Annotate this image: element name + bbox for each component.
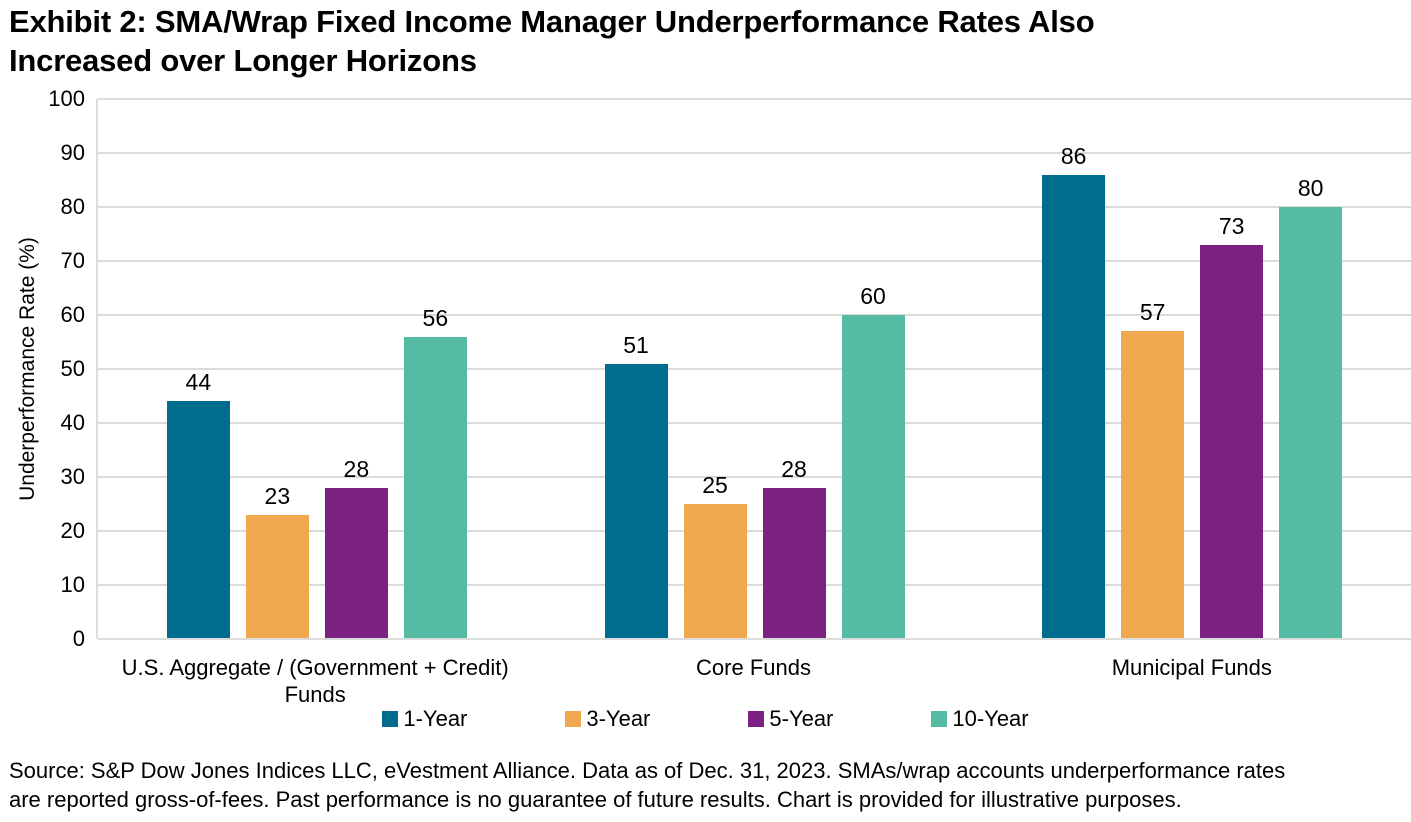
category-label: Municipal Funds (1111, 655, 1272, 680)
y-tick-label: 100 (48, 86, 85, 111)
bar-value-label: 51 (623, 331, 649, 358)
bar-value-label: 57 (1139, 299, 1166, 326)
bar-column: 44 (166, 99, 230, 639)
y-tick-label: 0 (72, 626, 85, 651)
legend-item-5-year: 5-Year (748, 706, 931, 732)
bar-3-year (245, 514, 309, 639)
legend-swatch-icon (748, 711, 765, 727)
bar-10-year (403, 336, 467, 639)
bar-3-year (683, 504, 747, 639)
gridline (98, 152, 1411, 154)
bar-value-label: 73 (1218, 212, 1245, 239)
legend-swatch-icon (931, 711, 948, 727)
y-axis-tick-labels: 0 10 20 30 40 50 60 70 80 90 100 (0, 86, 85, 651)
legend-swatch-icon (382, 711, 399, 727)
legend-label: 10-Year (952, 706, 1029, 731)
bar-column: 51 (604, 99, 668, 639)
gridline (98, 314, 1411, 316)
bar-value-label: 86 (1060, 142, 1087, 169)
bar-column: 73 (1200, 99, 1264, 639)
bar-column: 80 (1279, 99, 1343, 639)
y-tick-label: 10 (60, 572, 85, 597)
bar-column: 60 (841, 99, 905, 639)
bar-column: 56 (403, 99, 467, 639)
y-tick-label: 70 (60, 248, 85, 273)
legend-item-1-year: 1-Year (382, 706, 565, 732)
legend-label: 5-Year (769, 706, 834, 731)
bar-value-label: 23 (264, 482, 291, 509)
bar-column: 28 (324, 99, 388, 639)
legend-item-3-year: 3-Year (565, 706, 748, 732)
gridline (98, 584, 1411, 586)
legend-label: 3-Year (586, 706, 651, 731)
bar-5-year (324, 487, 388, 639)
bar-5-year (762, 487, 826, 639)
bar-value-label: 80 (1297, 175, 1324, 201)
y-tick-label: 50 (60, 356, 85, 381)
chart-title: Exhibit 2: SMA/Wrap Fixed Income Manager… (9, 4, 1095, 78)
bar-value-label: 25 (702, 472, 728, 498)
bar-1-year (166, 401, 230, 639)
bar-value-label: 44 (185, 369, 212, 396)
legend-item-10-year: 10-Year (931, 706, 1029, 732)
source-note: Source: S&P Dow Jones Indices LLC, eVest… (9, 758, 1286, 812)
legend-label: 1-Year (403, 706, 468, 731)
bar-column: 25 (683, 99, 747, 639)
gridline (98, 530, 1411, 532)
x-axis-category-labels: U.S. Aggregate / (Government + Credit) F… (96, 654, 1411, 708)
y-tick-label: 40 (60, 410, 85, 435)
y-tick-label: 20 (60, 518, 85, 543)
bar-value-label: 60 (860, 283, 886, 309)
gridline (98, 422, 1411, 424)
bar-group: 51 25 28 60 (536, 99, 974, 639)
bar-column: 57 (1121, 99, 1185, 639)
bar-3-year (1121, 331, 1185, 639)
category-label: U.S. Aggregate / (Government + Credit) F… (121, 655, 509, 707)
bar-1-year (1042, 174, 1106, 639)
bar-value-label: 28 (343, 455, 370, 482)
y-tick-label: 30 (60, 464, 85, 489)
bar-10-year (841, 315, 905, 639)
bar-column: 28 (762, 99, 826, 639)
y-tick-label: 80 (60, 194, 85, 219)
bar-value-label: 56 (422, 304, 449, 331)
plot-area: 44 23 28 56 51 25 28 60 86 57 73 80 (96, 98, 1411, 640)
y-tick-label: 60 (60, 302, 85, 327)
gridline (98, 476, 1411, 478)
legend-swatch-icon (565, 711, 582, 727)
y-tick-label: 90 (60, 140, 85, 165)
bar-group: 44 23 28 56 (98, 99, 536, 639)
bar-1-year (604, 363, 668, 639)
bar-groups: 44 23 28 56 51 25 28 60 86 57 73 80 (98, 99, 1411, 639)
bar-column: 23 (245, 99, 309, 639)
gridline (98, 368, 1411, 370)
bar-group: 86 57 73 80 (973, 99, 1411, 639)
bar-column: 86 (1042, 99, 1106, 639)
bar-value-label: 28 (781, 455, 807, 482)
category-label: Core Funds (696, 655, 811, 680)
gridline (98, 98, 1411, 100)
bar-10-year (1279, 207, 1343, 639)
bar-5-year (1200, 244, 1264, 639)
gridline (98, 206, 1411, 208)
x-axis-baseline (98, 638, 1411, 640)
gridline (98, 260, 1411, 262)
legend: 1-Year 3-Year 5-Year 10-Year (0, 706, 1411, 732)
